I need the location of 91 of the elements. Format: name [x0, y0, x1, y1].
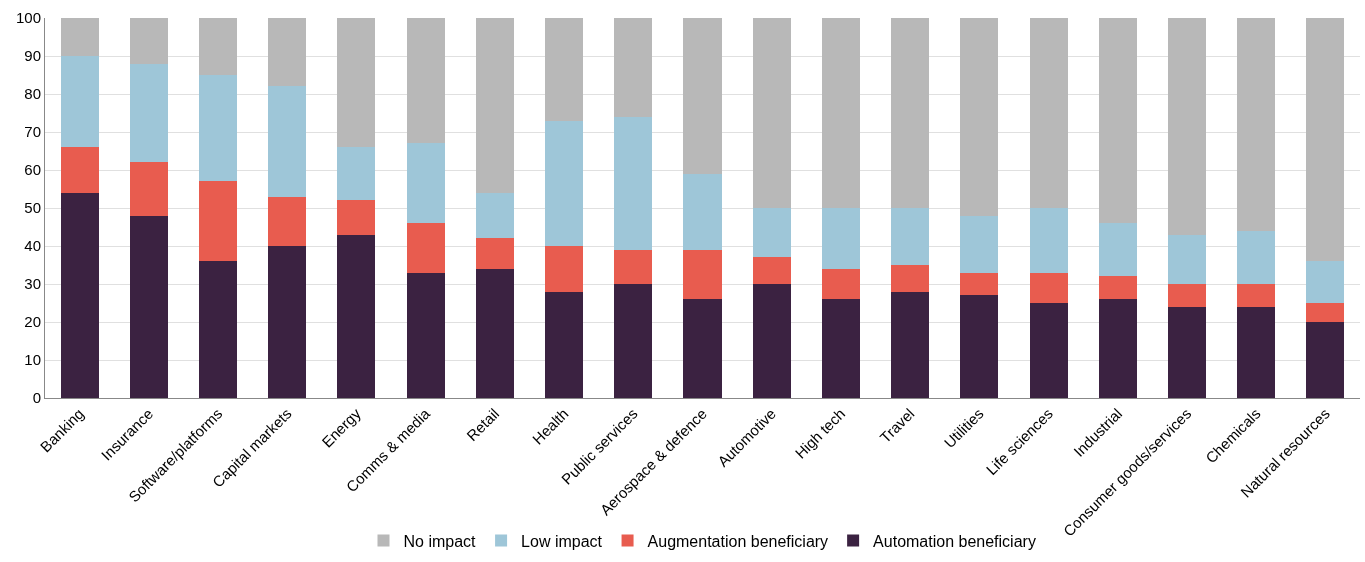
legend-label: No impact: [403, 532, 477, 550]
y-tick-label: 40: [24, 237, 41, 255]
y-tick-label: 10: [24, 351, 41, 369]
legend-label: Low impact: [521, 532, 603, 550]
y-tick-label: 100: [15, 9, 41, 27]
legend-label: Automation beneficiary: [873, 532, 1036, 550]
bar: [1098, 223, 1137, 277]
bar: [406, 272, 445, 398]
y-tick-label: 90: [24, 47, 41, 65]
legend-label: Augmentation beneficiary: [647, 532, 829, 550]
bar: [60, 18, 99, 56]
bar: [1306, 18, 1345, 262]
bar: [752, 284, 791, 398]
bar: [821, 208, 860, 269]
y-tick-label: 80: [24, 85, 41, 103]
y-tick-label: 50: [24, 199, 41, 217]
bar: [891, 18, 930, 208]
bar: [198, 261, 238, 398]
bar: [268, 86, 307, 197]
y-tick-label: 30: [24, 275, 41, 293]
bar: [960, 215, 999, 273]
bar: [1306, 261, 1345, 303]
bar: [1029, 208, 1068, 273]
bar: [545, 18, 584, 121]
bar: [1306, 303, 1345, 322]
bar: [891, 265, 930, 292]
bar: [268, 246, 307, 398]
bar: [1029, 18, 1068, 208]
bar: [268, 18, 307, 87]
bar: [406, 18, 445, 144]
bar: [1237, 18, 1276, 231]
bar: [406, 143, 445, 224]
y-tick-label: 0: [32, 389, 41, 407]
y-tick-label: 60: [24, 161, 41, 179]
bar: [752, 257, 791, 284]
bar: [60, 192, 99, 398]
bar: [960, 18, 999, 216]
bar: [475, 18, 514, 193]
bar: [683, 173, 722, 250]
bar: [891, 291, 930, 398]
bar: [891, 208, 930, 265]
bar: [1167, 306, 1207, 398]
bar: [614, 18, 653, 117]
y-tick-label: 70: [24, 123, 41, 141]
bar: [960, 295, 999, 398]
bar: [683, 18, 722, 174]
bar: [1167, 234, 1207, 284]
bar: [1098, 276, 1137, 300]
bar: [1098, 299, 1137, 398]
bar: [337, 200, 376, 235]
bar: [1029, 303, 1068, 398]
bar: [1237, 230, 1276, 284]
bar: [545, 120, 584, 246]
bar: [683, 249, 722, 300]
bar: [821, 268, 860, 300]
bar: [129, 18, 168, 64]
bar: [1237, 306, 1276, 398]
bar: [406, 223, 445, 273]
bar: [752, 18, 791, 208]
bar: [337, 18, 376, 148]
bar: [821, 299, 860, 398]
bar: [198, 18, 238, 75]
bar: [545, 246, 584, 292]
bar: [1167, 284, 1207, 307]
y-tick-label: 20: [24, 313, 41, 331]
bar: [614, 116, 653, 250]
bar: [60, 147, 99, 193]
bar: [1167, 18, 1207, 235]
bar: [752, 208, 791, 258]
bar: [60, 56, 99, 148]
bar: [614, 249, 653, 284]
bar: [614, 284, 653, 398]
bar: [268, 196, 307, 246]
bar: [198, 181, 238, 262]
bar: [1237, 284, 1276, 307]
bar: [475, 192, 514, 239]
bar: [337, 147, 376, 201]
bar: [960, 272, 999, 296]
bar: [545, 291, 584, 398]
bar: [129, 215, 168, 398]
bar: [475, 268, 514, 398]
bar: [337, 234, 376, 398]
bar: [683, 299, 722, 398]
bar: [129, 162, 168, 216]
bar: [1306, 322, 1345, 398]
bar: [1029, 272, 1068, 303]
bar: [129, 63, 168, 163]
bar: [198, 75, 238, 182]
bar: [1098, 18, 1137, 224]
bar: [821, 18, 860, 208]
bar: [475, 238, 514, 269]
